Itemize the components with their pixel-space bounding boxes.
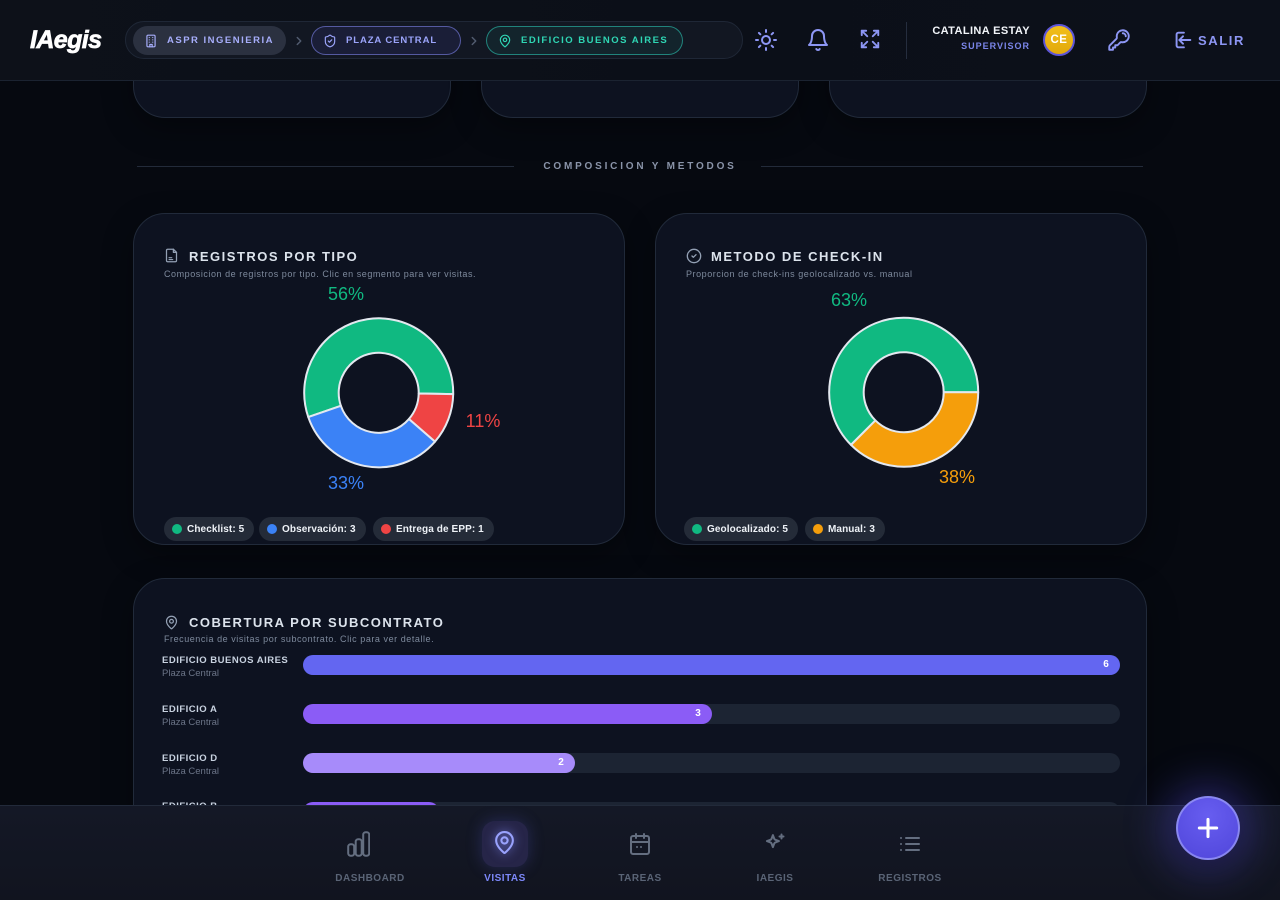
svg-text:33%: 33% bbox=[328, 473, 364, 493]
svg-text:38%: 38% bbox=[939, 467, 975, 487]
svg-text:63%: 63% bbox=[831, 290, 867, 310]
svg-text:11%: 11% bbox=[466, 411, 501, 431]
svg-text:56%: 56% bbox=[328, 284, 364, 304]
